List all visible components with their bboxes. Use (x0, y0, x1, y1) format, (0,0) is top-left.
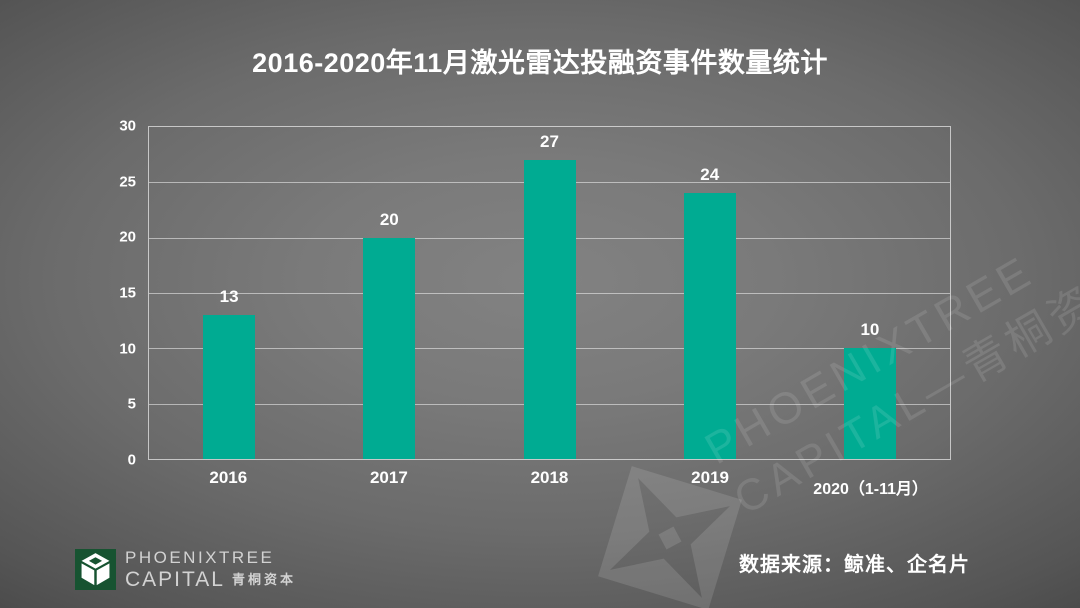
data-source-note: 数据来源：鲸准、企名片 (739, 554, 970, 576)
logo-capital-text: CAPITAL (125, 567, 225, 591)
logo-name-cn: 青桐资本 (231, 571, 296, 587)
bar-slot: 10 (790, 127, 950, 459)
bar-slot: 27 (469, 127, 629, 459)
y-axis-tick-label: 15 (119, 284, 136, 302)
x-axis-labels: 2016 2017 2018 2019 2020（1-11月） (148, 468, 951, 498)
bar-slot: 13 (149, 127, 309, 459)
bar-value-label: 20 (379, 209, 399, 229)
y-axis-tick-label: 5 (127, 395, 136, 413)
logo-name-en: PHOENIXTREE (125, 548, 275, 567)
bar-slot: 20 (309, 127, 469, 459)
y-axis-tick-label: 0 (127, 451, 136, 469)
y-axis-tick-label: 30 (119, 117, 136, 135)
phoenixtree-cube-icon (75, 549, 116, 591)
logo-wordmark: PHOENIXTREE CAPITAL 青桐资本 (125, 549, 296, 591)
plot-area: 13 20 27 24 10 (148, 126, 951, 460)
chart-title: 2016-2020年11月激光雷达投融资事件数量统计 (252, 48, 828, 78)
bar-value-label: 27 (540, 132, 559, 152)
bar-2019 (683, 193, 736, 459)
bar-value-label: 13 (219, 287, 239, 307)
y-axis-tick-label: 20 (119, 228, 136, 246)
bar-2018 (523, 160, 576, 459)
bar-2016 (203, 315, 256, 459)
x-axis-label: 2020（1-11月） (813, 481, 929, 498)
bar-value-label: 10 (860, 320, 880, 340)
y-axis-tick-label: 10 (119, 340, 136, 358)
company-logo: PHOENIXTREE CAPITAL 青桐资本 (75, 549, 296, 591)
x-axis-label: 2018 (530, 468, 569, 487)
x-axis-label: 2016 (209, 468, 248, 487)
bar-series: 13 20 27 24 10 (149, 127, 950, 459)
x-axis-label: 2019 (691, 468, 729, 487)
bar-2017 (363, 237, 416, 459)
bar-slot: 24 (630, 127, 790, 459)
x-axis-label: 2017 (369, 468, 408, 487)
bar-value-label: 24 (700, 165, 720, 185)
y-axis-tick-label: 25 (119, 173, 136, 191)
bar-2020（1-11月） (843, 348, 896, 459)
